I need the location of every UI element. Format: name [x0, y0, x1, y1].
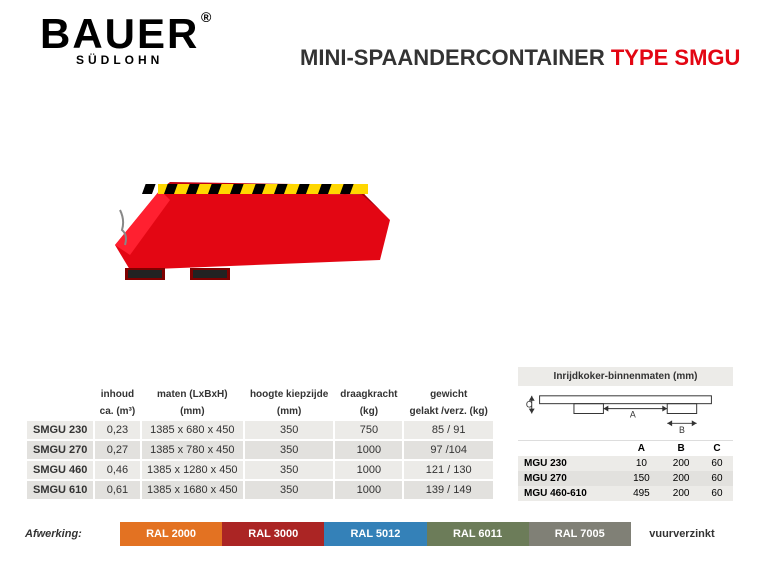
- finish-label: Afwerking:: [25, 528, 120, 540]
- spec-table: inhoud maten (LxBxH) hoogte kiepzijde dr…: [25, 385, 495, 501]
- table-row: SMGU 4600,461385 x 1280 x 4503501000121 …: [27, 461, 493, 479]
- logo-main: BAUER ®: [40, 15, 199, 53]
- swatch-vuurverzinkt: vuurverzinkt: [631, 522, 733, 546]
- swatch-ral3000: RAL 3000: [222, 522, 324, 546]
- finish-row: Afwerking: RAL 2000 RAL 3000 RAL 5012 RA…: [25, 522, 733, 546]
- sub-gewicht: gelakt /verz. (kg): [404, 404, 493, 419]
- page-title: MINI-SPAANDERCONTAINER TYPE SMGU: [300, 45, 740, 71]
- title-type: TYPE SMGU: [611, 45, 741, 70]
- container-svg: [100, 150, 410, 300]
- svg-text:C: C: [526, 400, 533, 410]
- col-maten: maten (LxBxH): [142, 387, 243, 402]
- title-prefix: MINI-SPAANDERCONTAINER: [300, 45, 611, 70]
- inner-dim-title: Inrijdkoker-binnenmaten (mm): [518, 367, 733, 386]
- sub-maten: (mm): [142, 404, 243, 419]
- logo-registered: ®: [201, 11, 213, 24]
- inner-dim-panel: Inrijdkoker-binnenmaten (mm) A B C ABC M…: [518, 367, 733, 501]
- col-gewicht: gewicht: [404, 387, 493, 402]
- table-row: SMGU 2700,271385 x 780 x 450350100097 /1…: [27, 441, 493, 459]
- table-row: SMGU 6100,611385 x 1680 x 4503501000139 …: [27, 481, 493, 499]
- col-draag: draagkracht: [335, 387, 402, 402]
- sub-draag: (kg): [335, 404, 402, 419]
- logo-text: BAUER: [40, 10, 199, 57]
- table-row: SMGU 2300,231385 x 680 x 45035075085 / 9…: [27, 421, 493, 439]
- svg-text:B: B: [679, 425, 685, 435]
- spec-body: SMGU 2300,231385 x 680 x 45035075085 / 9…: [27, 421, 493, 499]
- swatch-ral7005: RAL 7005: [529, 522, 631, 546]
- col-inhoud: inhoud: [95, 387, 140, 402]
- table-row: MGU 460-61049520060: [518, 486, 733, 501]
- col-hoogte: hoogte kiepzijde: [245, 387, 334, 402]
- sub-inhoud: ca. (m³): [95, 404, 140, 419]
- inner-dim-table: ABC MGU 2301020060 MGU 27015020060 MGU 4…: [518, 441, 733, 501]
- table-row: MGU 27015020060: [518, 471, 733, 486]
- svg-text:A: A: [630, 409, 636, 419]
- swatch-ral6011: RAL 6011: [427, 522, 529, 546]
- swatch-ral5012: RAL 5012: [324, 522, 426, 546]
- table-row: MGU 2301020060: [518, 456, 733, 471]
- sub-hoogte: (mm): [245, 404, 334, 419]
- product-image: [100, 150, 410, 300]
- fork-pocket-diagram: A B C: [518, 386, 733, 441]
- swatch-ral2000: RAL 2000: [120, 522, 222, 546]
- logo: BAUER ® SÜDLOHN: [40, 15, 199, 67]
